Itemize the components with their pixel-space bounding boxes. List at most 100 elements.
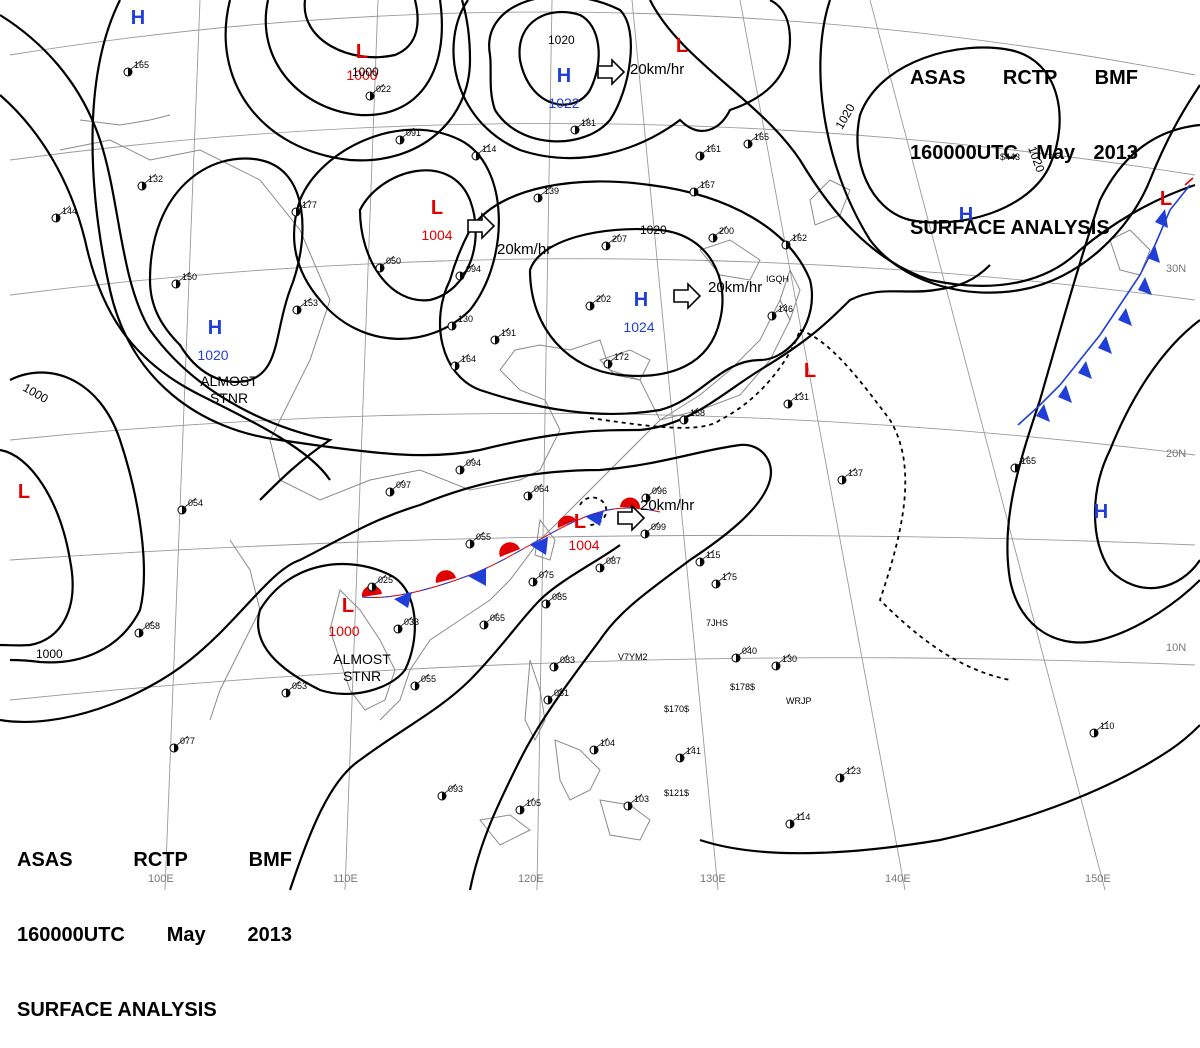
latitude-label: 30N (1166, 263, 1186, 275)
station-pressure: 161 (706, 144, 721, 154)
station-pressure: 175 (722, 572, 737, 582)
station-pressure: 064 (534, 484, 549, 494)
station-plot: 165 (743, 131, 769, 149)
longitude-label: 130E (700, 873, 726, 885)
pressure-center-letter: H (959, 204, 973, 226)
motion-arrow (617, 504, 646, 532)
isobar-label: 1000 (352, 65, 379, 79)
station-plot: 114 (471, 143, 496, 161)
station-plot: 096 (641, 485, 667, 503)
station-plot: 207 (601, 233, 627, 251)
station-plot: 144 (51, 205, 77, 223)
station-plot: 040 (731, 645, 757, 663)
station-pressure: 114 (796, 812, 810, 822)
station-plot: 091 (395, 127, 421, 145)
high-pressure-center: H 1022 (548, 65, 579, 111)
station-pressure: 093 (448, 784, 463, 794)
valid-time: 160000UTC (910, 142, 1018, 164)
motion-labels: 20km/hr 20km/hr 20km/hr 20km/hr (497, 61, 762, 514)
station-plot: 022 (365, 83, 391, 101)
isobar-label: 1020 (548, 33, 575, 47)
high-pressure-center: H (1094, 501, 1108, 523)
station-pressure: 110 (1100, 721, 1114, 731)
motion-arrow (467, 212, 496, 240)
station-plot: 093 (437, 783, 463, 801)
isobar-label: 1000 (36, 647, 63, 661)
valid-time: 160000UTC (17, 924, 125, 946)
office: BMF (248, 849, 292, 871)
station-plot: 081 (543, 687, 569, 705)
station-pressure: 087 (606, 556, 621, 566)
station-plot: 053 (281, 680, 307, 698)
station-plot: 191 (490, 327, 516, 345)
pressure-center-letter: H (208, 317, 222, 339)
station-pressure: 114 (482, 144, 496, 154)
station-plot: 139 (533, 185, 559, 203)
ship-id: $443 (1000, 152, 1020, 162)
agency: ASAS (17, 849, 73, 871)
high-pressure-center: H (131, 7, 145, 29)
station-pressure: 105 (526, 798, 541, 808)
pressure-center-letter: L (676, 35, 688, 57)
station-plots: 165 022 181 114 091 050 094 130 164 191 207 202 139 1… (51, 59, 1114, 829)
ship-id: $170$ (664, 704, 689, 714)
chart-title-top-right: ASAS RCTP BMF 160000UTC May 2013 SURFACE ANA… (910, 16, 1138, 266)
longitude-label: 140E (885, 873, 911, 885)
station-plot: 172 (603, 351, 629, 369)
motion-arrow (673, 282, 702, 310)
station-plot: 115 (695, 549, 720, 567)
longitude-label: 110E (333, 873, 358, 885)
station-plot: 103 (623, 793, 649, 811)
pressure-center-letter: L (804, 360, 816, 382)
longitude-label: 100E (148, 873, 174, 885)
station-pressure: 022 (376, 84, 391, 94)
stationary-front (361, 497, 661, 608)
station-plot: 202 (585, 293, 611, 311)
motion-label: 20km/hr (630, 61, 684, 78)
station-pressure: 094 (466, 458, 481, 468)
station-plot: 087 (595, 555, 621, 573)
station-plot: 123 (835, 765, 861, 783)
cold-front (1017, 177, 1194, 426)
station-plot: 181 (570, 117, 596, 135)
station-pressure: 164 (461, 354, 476, 364)
station-plot: 114 (785, 811, 810, 829)
pressure-center-letter: H (1094, 501, 1108, 523)
station-plot: 161 (695, 143, 721, 161)
motion-note: ALMOST (200, 373, 258, 389)
station-plot: 132 (137, 173, 163, 191)
station-pressure: 141 (686, 746, 701, 756)
station-plot: 050 (375, 255, 401, 273)
station-plot: 150 (171, 271, 197, 289)
station-plot: 064 (523, 483, 549, 501)
ship-id: WRJP (786, 696, 812, 706)
low-pressure-center: L (1160, 188, 1172, 210)
station-pressure: 177 (302, 200, 317, 210)
station-pressure: 096 (652, 486, 667, 496)
pressure-center-letter: L (431, 197, 443, 219)
station-plot: 065 (479, 612, 505, 630)
station: RCTP (1002, 67, 1058, 89)
station-plot: 165 (1010, 455, 1036, 473)
motion-arrows (467, 58, 702, 532)
low-pressure-center: L (804, 360, 816, 382)
station-pressure: 053 (292, 681, 307, 691)
pressure-center-value: 1004 (421, 227, 452, 243)
product: SURFACE ANALYSIS (17, 999, 217, 1021)
station-plot: 094 (455, 263, 481, 281)
station-plot: 075 (528, 569, 554, 587)
station-pressure: 165 (754, 132, 769, 142)
pressure-center-letter: L (356, 41, 368, 63)
station-pressure: 055 (421, 674, 436, 684)
pressure-center-value: 1004 (568, 537, 599, 553)
station-pressure: 058 (145, 621, 160, 631)
low-pressure-center: L (18, 481, 30, 503)
station-plot: 025 (367, 574, 393, 592)
station-pressure: 091 (406, 128, 421, 138)
longitude-label: 150E (1085, 873, 1111, 885)
station-plot: 131 (783, 391, 809, 409)
station-pressure: 202 (596, 294, 611, 304)
station-pressure: 181 (581, 118, 596, 128)
station-plot: 141 (675, 745, 701, 763)
